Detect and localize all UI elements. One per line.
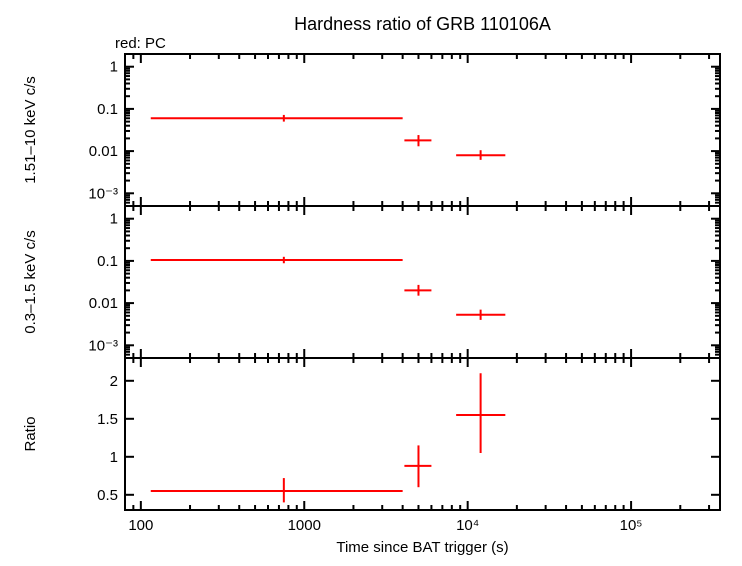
y-tick-label: 1.5 (97, 411, 118, 428)
y-tick-label: 2 (110, 373, 118, 390)
x-axis-label: Time since BAT trigger (s) (336, 539, 508, 556)
data-series-mid (151, 257, 506, 320)
y-tick-label: 1 (110, 211, 118, 228)
data-series-bot (151, 373, 506, 502)
y-tick-label: 10⁻³ (88, 337, 118, 354)
y-tick-label: 0.01 (89, 143, 118, 160)
x-tick-label: 100 (128, 517, 153, 534)
panel-frame (125, 206, 720, 358)
y-axis-label-mid: 0.3–1.5 keV c/s (22, 230, 39, 333)
y-axis-label-bot: Ratio (22, 416, 39, 451)
x-tick-label: 10⁴ (456, 517, 479, 534)
data-series-top (151, 115, 506, 160)
x-tick-label: 10⁵ (620, 517, 643, 534)
x-tick-label: 1000 (288, 517, 321, 534)
chart-title: Hardness ratio of GRB 110106A (294, 14, 551, 34)
y-tick-label: 0.1 (97, 253, 118, 270)
chart-svg: 100 1000 10⁴ 10⁵ 10⁻³ 0.01 0.1 1 10⁻³ 0.01 0.1 1 0.5… (0, 0, 742, 566)
y-tick-label: 0.5 (97, 487, 118, 504)
y-tick-label: 1 (110, 59, 118, 76)
chart-container: 100 1000 10⁴ 10⁵ 10⁻³ 0.01 0.1 1 10⁻³ 0.01 0.1 1 0.5… (0, 0, 742, 566)
y-tick-label: 0.1 (97, 101, 118, 118)
panel-frame (125, 54, 720, 206)
y-tick-label: 1 (110, 449, 118, 466)
y-tick-label: 10⁻³ (88, 185, 118, 202)
legend-annotation: red: PC (115, 35, 166, 52)
y-axis-label-top: 1.51–10 keV c/s (22, 76, 39, 184)
panel-frame (125, 358, 720, 510)
y-tick-label: 0.01 (89, 295, 118, 312)
